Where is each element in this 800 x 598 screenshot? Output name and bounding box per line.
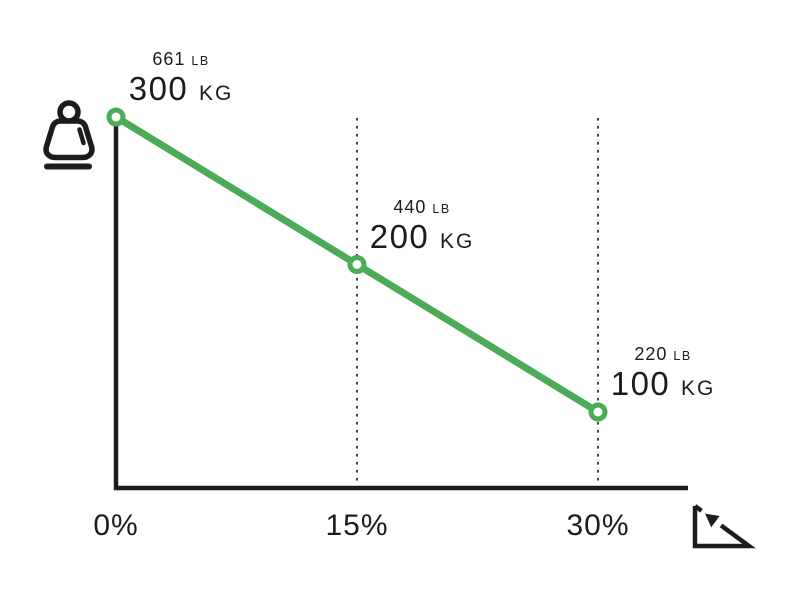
kg-value-line: 100 KG <box>611 366 716 407</box>
lb-unit: LB <box>432 201 451 216</box>
lb-value: 661 <box>152 49 186 69</box>
lb-value-line: 661 LB <box>129 49 234 71</box>
lb-value: 440 <box>393 196 427 217</box>
lb-value-line: 440 LB <box>370 197 475 219</box>
kg-value: 100 <box>610 365 671 402</box>
lb-value: 220 <box>634 344 668 364</box>
point-label-15-pct: 440 LB 200 KG <box>370 197 475 260</box>
kg-value: 300 <box>128 70 189 107</box>
lb-unit: LB <box>191 54 210 68</box>
kg-unit: KG <box>198 82 234 105</box>
kg-unit: KG <box>439 229 475 253</box>
lb-unit: LB <box>673 349 692 363</box>
x-tick-0-pct: 0% <box>93 509 139 542</box>
kg-value: 200 <box>369 217 430 255</box>
data-point-marker <box>588 402 608 422</box>
kg-unit: KG <box>680 377 716 400</box>
lb-value-line: 220 LB <box>611 344 716 366</box>
incline-slope-arrow-icon <box>692 504 756 549</box>
x-tick-30-pct: 30% <box>566 509 630 542</box>
weight-icon <box>43 100 95 170</box>
x-tick-15-pct: 15% <box>325 509 389 542</box>
kg-value-line: 300 KG <box>129 71 234 112</box>
kg-value-line: 200 KG <box>369 217 475 260</box>
data-point-marker <box>347 255 367 274</box>
point-label-30-pct: 220 LB 100 KG <box>611 344 716 407</box>
point-label-0-pct: 661 LB 300 KG <box>129 49 234 112</box>
data-point-marker <box>106 107 126 127</box>
